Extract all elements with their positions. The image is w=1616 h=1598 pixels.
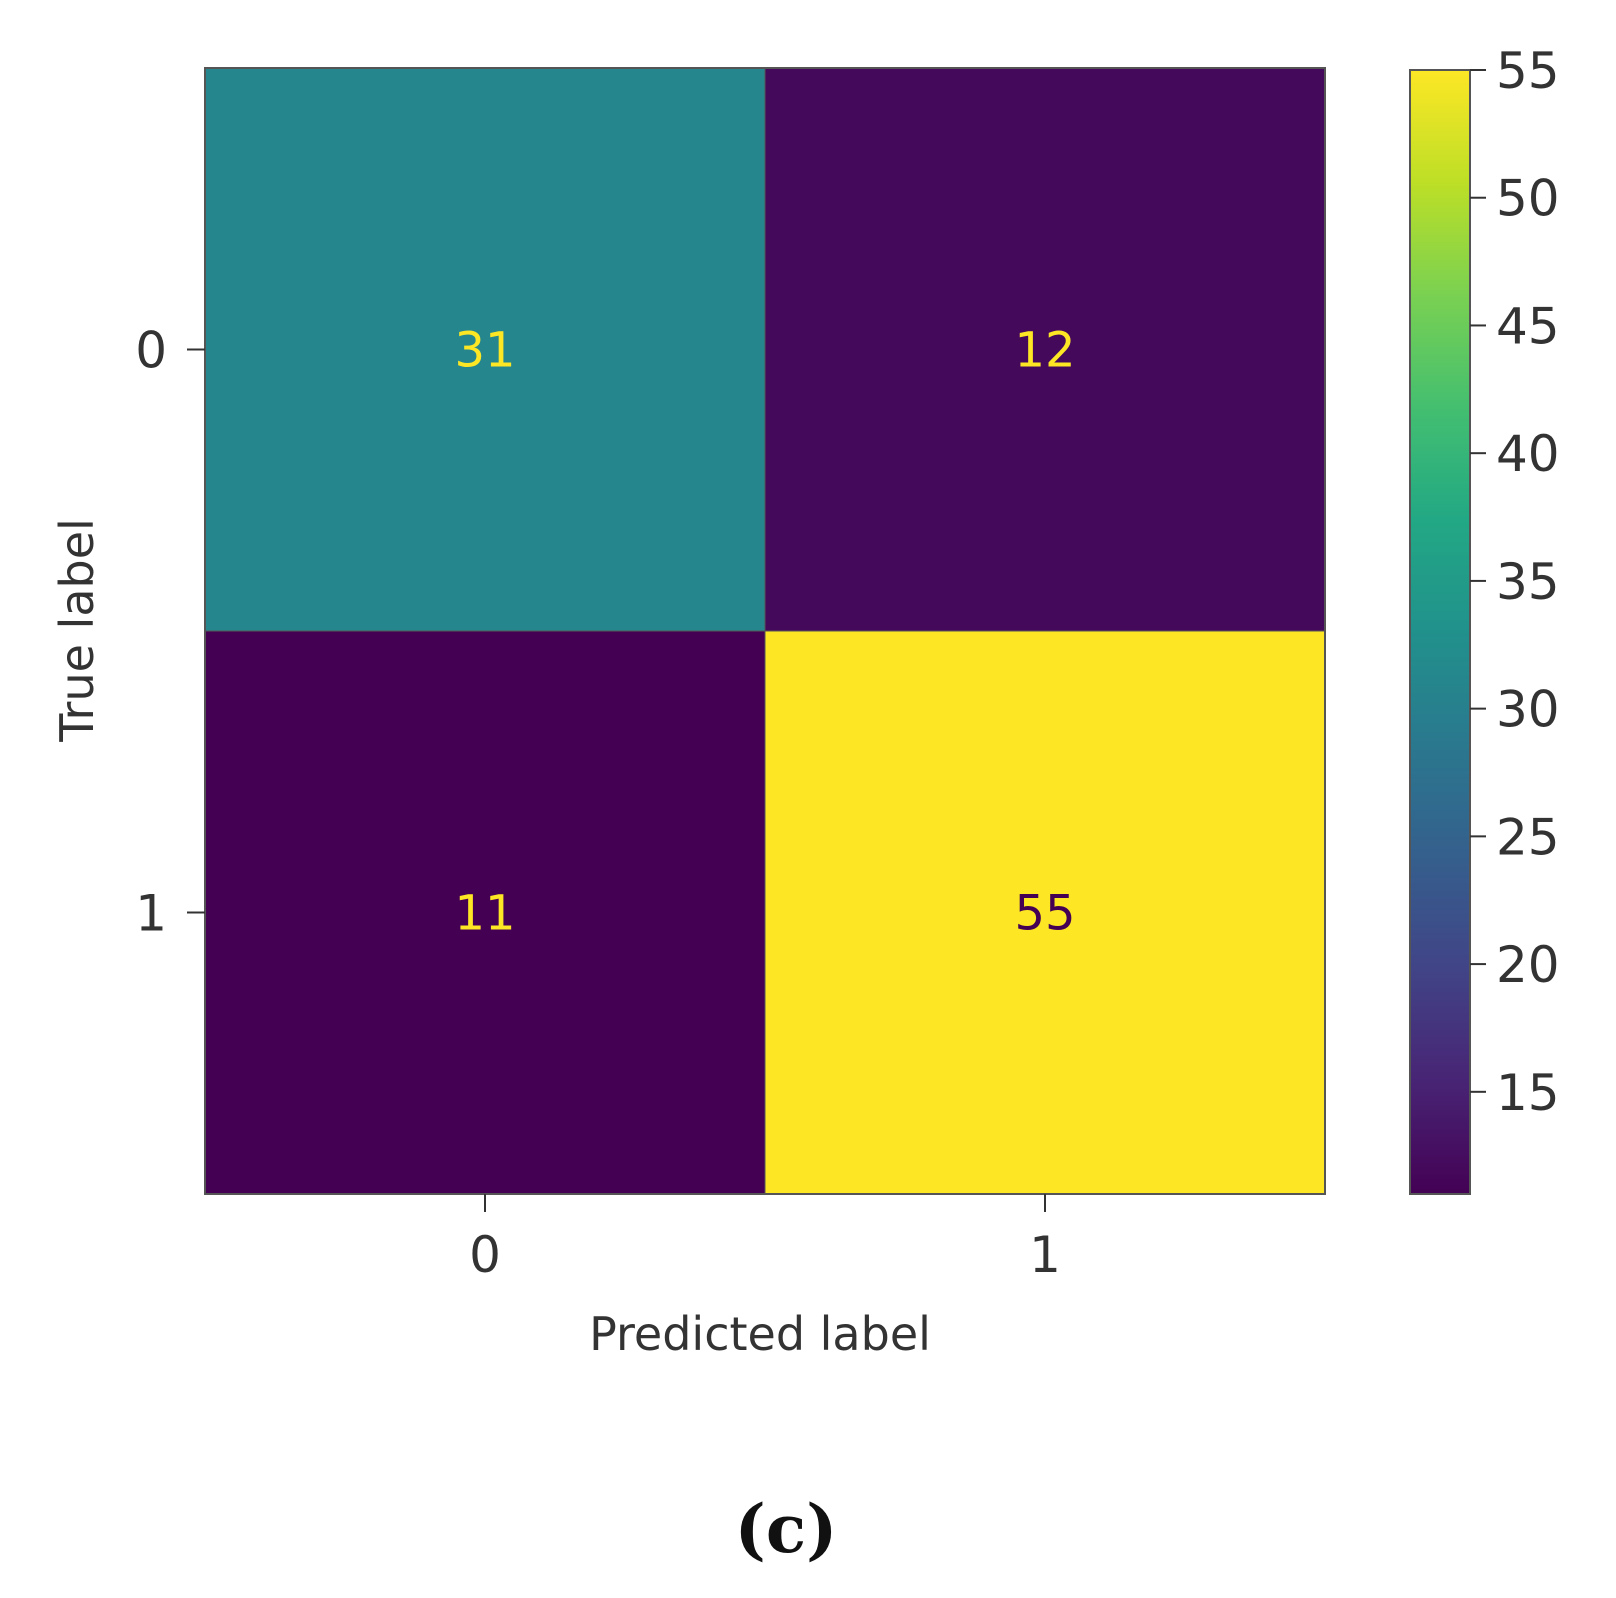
x-tick-label: 0 xyxy=(469,1226,501,1284)
colorbar-tick-label: 55 xyxy=(1496,42,1560,100)
colorbar xyxy=(1409,69,1471,1195)
y-axis-label: True label xyxy=(50,518,104,743)
y-tick-label: 0 xyxy=(135,322,167,380)
colorbar-tick-label: 25 xyxy=(1496,808,1560,866)
heatmap-cells: 31 12 11 55 xyxy=(204,67,1326,1195)
y-tick-label: 1 xyxy=(135,885,167,943)
y-axis-ticks: 01 xyxy=(135,322,205,943)
colorbar-tick-label: 15 xyxy=(1496,1064,1560,1122)
colorbar-tick-label: 50 xyxy=(1496,170,1560,228)
heatmap-cell-0-1 xyxy=(764,67,1326,632)
heatmap-cell-1-0 xyxy=(204,630,766,1195)
cell-value-label: 11 xyxy=(454,886,515,942)
colorbar-tick-label: 20 xyxy=(1496,936,1560,994)
figure-caption: (c) xyxy=(735,1490,838,1568)
cell-value-label: 31 xyxy=(454,323,515,379)
colorbar-tick-label: 35 xyxy=(1496,553,1560,611)
colorbar-tick-label: 45 xyxy=(1496,297,1560,355)
colorbar-tick-label: 30 xyxy=(1496,681,1560,739)
heatmap-cell-1-1 xyxy=(764,630,1326,1195)
plot-frame xyxy=(204,67,1326,1195)
x-tick-label: 1 xyxy=(1029,1226,1061,1284)
heatmap-cell-0-0 xyxy=(204,67,766,632)
cell-value-label: 12 xyxy=(1014,323,1075,379)
cell-value-label: 55 xyxy=(1014,886,1075,942)
colorbar-ticks: 15 20 25 30 35 40 45 50 55 xyxy=(1470,42,1560,1122)
x-axis-label: Predicted label xyxy=(589,1307,931,1361)
colorbar-tick-label: 40 xyxy=(1496,425,1560,483)
